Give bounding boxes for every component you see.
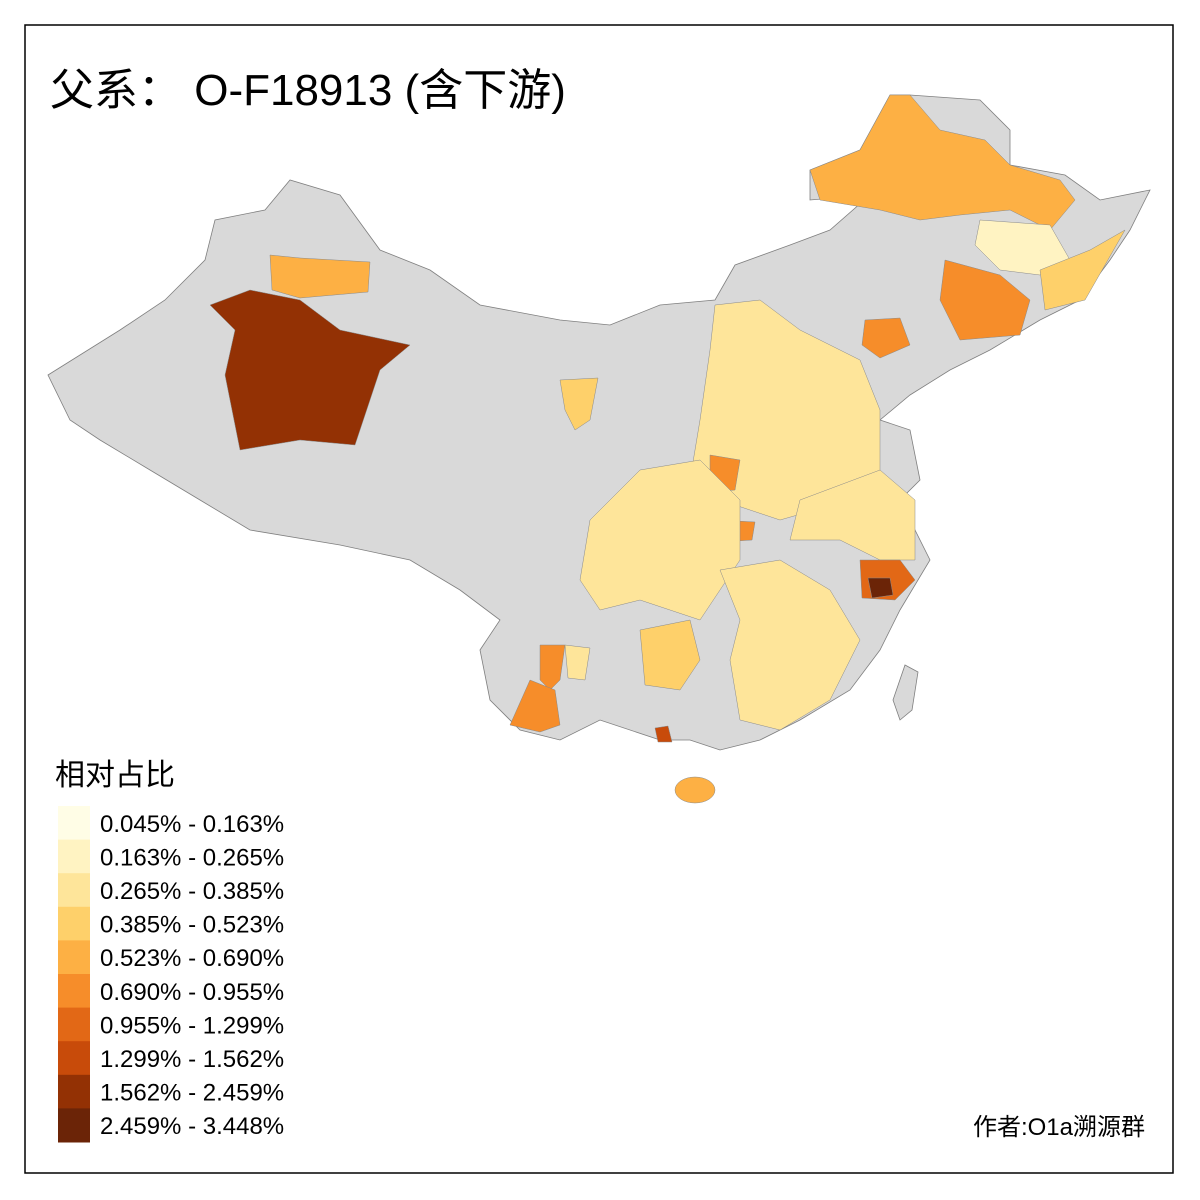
- region: [867, 577, 894, 599]
- legend-label: 0.045% - 0.163%: [100, 811, 284, 838]
- region: [564, 644, 591, 681]
- legend-swatch: [58, 906, 90, 941]
- taiwan: [892, 664, 919, 721]
- legend: 0.045% - 0.163% 0.163% - 0.265% 0.265% - 0…: [58, 806, 284, 1143]
- hainan-region: [674, 776, 716, 804]
- legend-swatch: [58, 839, 90, 874]
- legend-swatch: [58, 1074, 90, 1109]
- legend-title: 相对占比: [55, 759, 175, 792]
- legend-label: 0.265% - 0.385%: [100, 878, 284, 905]
- region: [509, 679, 561, 733]
- region: [861, 317, 911, 359]
- region: [654, 725, 673, 743]
- region: [719, 559, 861, 731]
- region: [579, 459, 741, 621]
- legend-label: 0.955% - 1.299%: [100, 1012, 284, 1039]
- legend-swatch: [58, 806, 90, 841]
- legend-swatch: [58, 940, 90, 975]
- region: [559, 377, 599, 431]
- region: [539, 644, 566, 691]
- legend-label: 0.385% - 0.523%: [100, 912, 284, 939]
- legend-swatch: [58, 1041, 90, 1076]
- legend-swatch: [58, 1108, 90, 1143]
- legend-swatch: [58, 974, 90, 1009]
- region: [1039, 229, 1126, 311]
- region: [939, 259, 1031, 341]
- author-credit: 作者:O1a溯源群: [973, 1114, 1145, 1141]
- region: [809, 94, 1076, 231]
- legend-label: 0.690% - 0.955%: [100, 979, 284, 1006]
- legend-label: 1.299% - 1.562%: [100, 1046, 284, 1073]
- legend-label: 1.562% - 2.459%: [100, 1080, 284, 1107]
- region: [639, 619, 701, 691]
- region: [209, 289, 411, 451]
- china-map: [47, 94, 1151, 804]
- region: [974, 219, 1071, 276]
- legend-swatch: [58, 873, 90, 908]
- legend-label: 0.163% - 0.265%: [100, 844, 284, 871]
- region: [269, 254, 371, 299]
- legend-label: 0.523% - 0.690%: [100, 945, 284, 972]
- map-title: 父系： O-F18913 (含下游): [50, 66, 566, 115]
- legend-swatch: [58, 1007, 90, 1042]
- legend-label: 2.459% - 3.448%: [100, 1113, 284, 1140]
